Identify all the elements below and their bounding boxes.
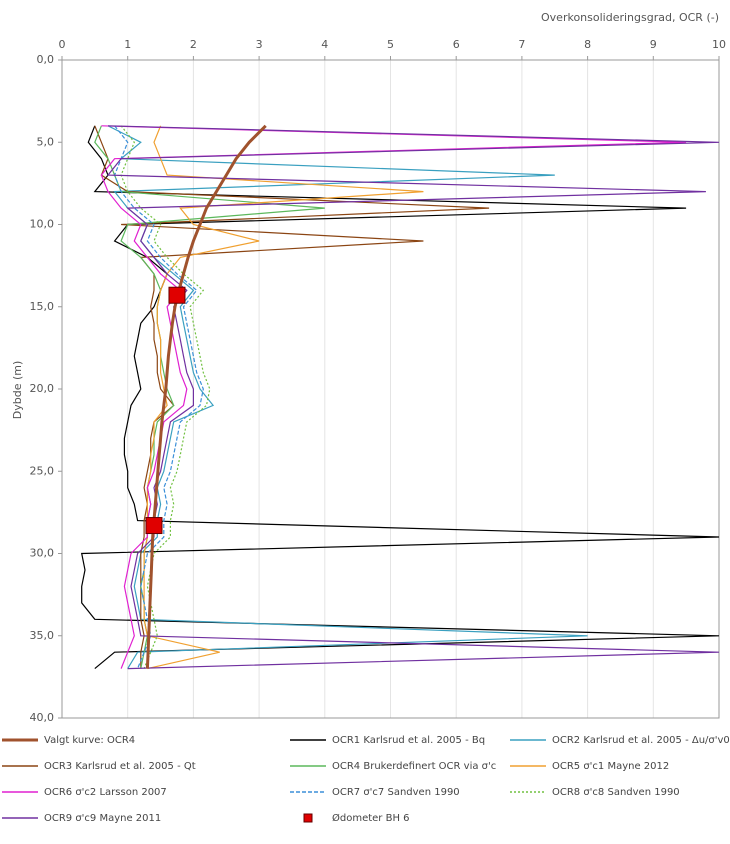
data-line xyxy=(106,125,720,670)
y-tick-label: 15,0 xyxy=(30,300,55,313)
legend-label: Valgt kurve: OCR4 xyxy=(44,735,135,746)
x-tick-label: 1 xyxy=(124,38,131,51)
x-tick-label: 7 xyxy=(518,38,525,51)
legend-label: OCR8 σ'c8 Sandven 1990 xyxy=(552,787,680,798)
x-tick-label: 5 xyxy=(387,38,394,51)
legend: Valgt kurve: OCR4 OCR1 Karlsrud et al. 20… xyxy=(2,735,730,824)
y-axis-title: Dybde (m) xyxy=(11,361,24,420)
data-line xyxy=(94,125,325,669)
data-line xyxy=(80,125,720,670)
data-line xyxy=(94,125,490,669)
data-marker xyxy=(168,286,186,304)
x-axis-title: Overkonsolideringsgrad, OCR (-) xyxy=(541,11,719,24)
y-tick-label: 0,0 xyxy=(37,53,55,66)
y-tick-label: 40,0 xyxy=(30,711,55,724)
legend-label: OCR4 Brukerdefinert OCR via σ'c xyxy=(332,761,496,772)
data-marker xyxy=(145,517,163,535)
plot-frame xyxy=(61,59,720,719)
y-tick-label: 30,0 xyxy=(30,547,55,560)
legend-label: OCR7 σ'c7 Sandven 1990 xyxy=(332,787,460,798)
x-tick-label: 8 xyxy=(584,38,591,51)
y-tick-label: 5,0 xyxy=(37,135,55,148)
y-tick-label: 10,0 xyxy=(30,218,55,231)
legend-label: OCR1 Karlsrud et al. 2005 - Bq xyxy=(332,735,485,746)
y-tick-label: 35,0 xyxy=(30,629,55,642)
x-tick-label: 2 xyxy=(190,38,197,51)
y-tick-label: 20,0 xyxy=(30,382,55,395)
plot-area xyxy=(58,56,720,719)
x-tick-label: 4 xyxy=(321,38,328,51)
data-line xyxy=(100,125,687,669)
x-tick-label: 10 xyxy=(712,38,726,51)
data-line xyxy=(143,125,424,670)
legend-swatch xyxy=(303,813,313,823)
x-tick-label: 0 xyxy=(59,38,66,51)
legend-label: OCR3 Karlsrud et al. 2005 - Qt xyxy=(44,761,196,772)
legend-label: OCR5 σ'c1 Mayne 2012 xyxy=(552,761,669,772)
y-tick-label: 25,0 xyxy=(30,464,55,477)
data-line xyxy=(113,125,204,669)
legend-label: OCR9 σ'c9 Mayne 2011 xyxy=(44,813,161,824)
x-tick-label: 6 xyxy=(453,38,460,51)
x-tick-label: 3 xyxy=(256,38,263,51)
legend-label: OCR2 Karlsrud et al. 2005 - Δu/σ'v0 xyxy=(552,735,730,746)
x-tick-label: 9 xyxy=(650,38,657,51)
legend-label: OCR6 σ'c2 Larsson 2007 xyxy=(44,787,167,798)
legend-label: Ødometer BH 6 xyxy=(332,812,410,824)
data-line xyxy=(145,124,267,669)
data-line xyxy=(120,125,211,669)
data-line xyxy=(107,125,588,669)
